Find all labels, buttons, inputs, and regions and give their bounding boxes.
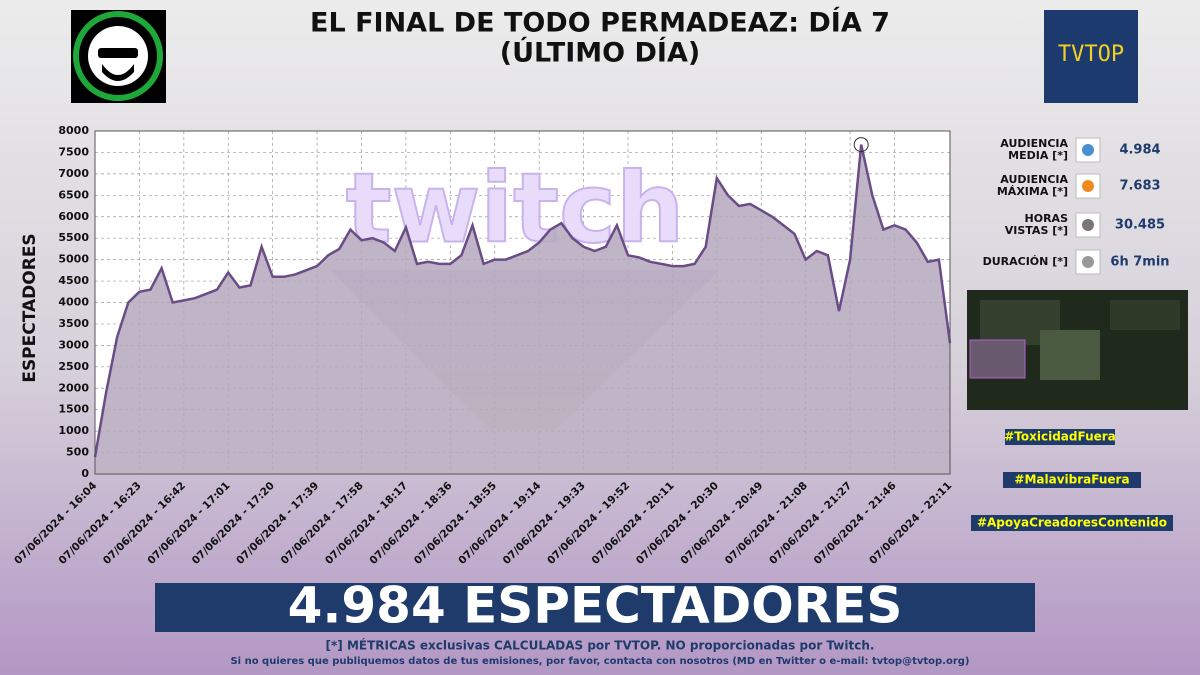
stream-thumbnail: [967, 290, 1188, 410]
hashtag-box: [971, 515, 1173, 531]
y-tick-label: 1500: [58, 403, 89, 416]
y-tick-label: 2000: [58, 381, 89, 394]
y-tick-label: 1000: [58, 424, 89, 437]
hashtag: #MalavibraFuera: [1014, 473, 1129, 487]
stat-value: 30.485: [1115, 218, 1165, 233]
banner: 4.984 ESPECTADORES: [288, 577, 903, 635]
hashtag-box: [1003, 472, 1141, 488]
y-tick-label: 500: [66, 446, 89, 459]
footer-note: [*] MÉTRICAS exclusivas CALCULADAS por T…: [326, 638, 875, 653]
y-tick-label: 8000: [58, 124, 89, 137]
plot-frame: [94, 130, 951, 475]
stat-label: DURACIÓN [*]: [983, 255, 1068, 268]
stat-value: 6h 7min: [1110, 255, 1169, 270]
stat-icon: [1075, 137, 1101, 163]
hashtag-box: [1005, 429, 1115, 445]
area: [95, 144, 950, 474]
peak-marker: [853, 137, 869, 153]
hashtags: #ToxicidadFuera #MalavibraFuera #ApoyaCrea…: [971, 429, 1173, 531]
stat-label: AUDIENCIA: [1000, 173, 1068, 186]
y-tick-label: 3500: [58, 317, 89, 330]
y-tick-label: 7000: [58, 167, 89, 180]
y-tick-label: 4000: [58, 296, 89, 309]
logo-text: TVTOP: [1058, 42, 1124, 67]
title: EL FINAL DE TODO PERMADEAZ: DÍA 7: [310, 7, 890, 39]
line: [93, 144, 952, 458]
hashtag: #ToxicidadFuera: [1004, 430, 1116, 444]
channel-logo: [71, 10, 166, 103]
footer-contact: Si no quieres que publiquemos datos de t…: [230, 656, 969, 667]
hashtag: #ApoyaCreadoresContenido: [977, 516, 1167, 530]
y-tick-label: 7500: [58, 145, 89, 158]
y-tick-label: 5000: [58, 253, 89, 266]
stat-icon-dot: [1082, 180, 1094, 192]
stat-label: AUDIENCIA: [1000, 137, 1068, 150]
stat-icon-dot: [1082, 219, 1094, 231]
y-tick-label: 5500: [58, 231, 89, 244]
stat-label: VISTAS [*]: [1005, 224, 1068, 237]
tvtop-logo: TVTOP: [1044, 10, 1138, 103]
y-tick-label: 4500: [58, 274, 89, 287]
y-axis-label: ESPECTADORES: [20, 233, 40, 382]
y-tick-label: 6500: [58, 188, 89, 201]
stat-label: MÁXIMA [*]: [997, 185, 1068, 198]
y-tick-label: 6000: [58, 210, 89, 223]
stat-label: HORAS: [1025, 212, 1069, 225]
stat-icon-dot: [1082, 256, 1094, 268]
stat-label: MEDIA [*]: [1008, 149, 1068, 162]
stat-value: 4.984: [1119, 143, 1160, 158]
y-tick-label: 2500: [58, 360, 89, 373]
series: [93, 137, 952, 474]
stat-value: 7.683: [1119, 179, 1160, 194]
y-tick-label: 3000: [58, 338, 89, 351]
title: (ÚLTIMO DÍA): [500, 37, 700, 69]
y-tick-label: 0: [81, 467, 89, 480]
banner-box: [155, 583, 1035, 632]
stat-icon-dot: [1082, 144, 1094, 156]
